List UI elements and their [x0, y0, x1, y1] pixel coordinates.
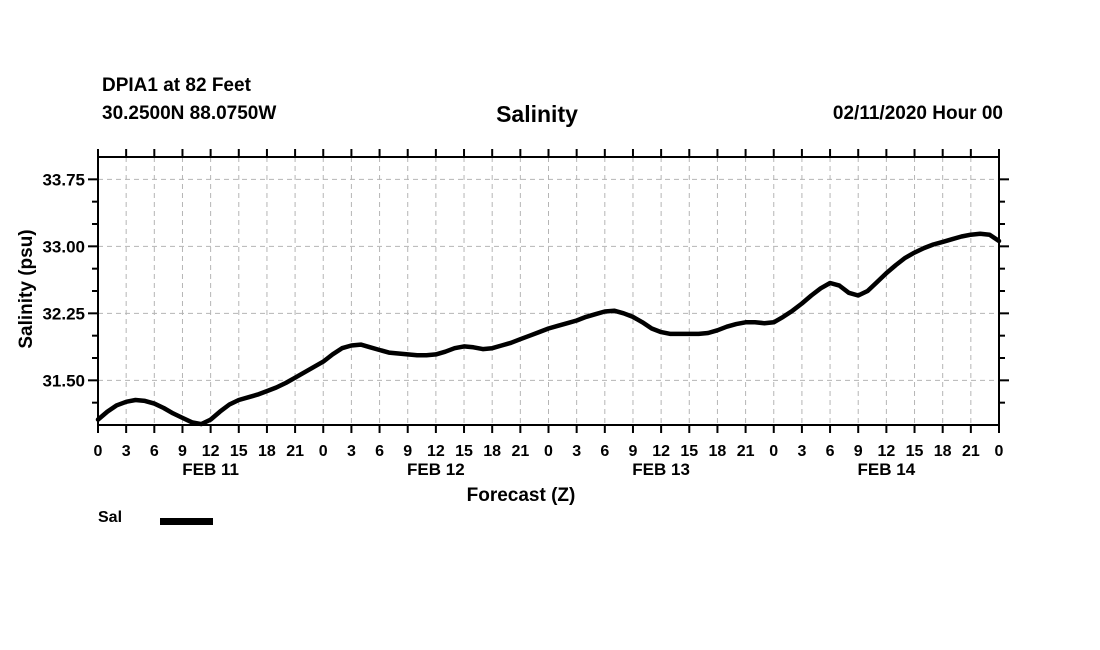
x-tick-label: 18 — [709, 443, 727, 460]
x-tick-label: 9 — [178, 443, 187, 460]
x-tick-label: 3 — [122, 443, 131, 460]
x-tick-label: 12 — [427, 443, 445, 460]
x-tick-label: 12 — [652, 443, 670, 460]
x-tick-label: 0 — [94, 443, 103, 460]
day-label: FEB 13 — [632, 460, 690, 479]
x-tick-label: 15 — [230, 443, 248, 460]
x-tick-label: 12 — [877, 443, 895, 460]
x-tick-label: 15 — [680, 443, 698, 460]
x-tick-label: 15 — [906, 443, 924, 460]
x-tick-label: 15 — [455, 443, 473, 460]
x-tick-label: 9 — [403, 443, 412, 460]
station-coordinates: 30.2500N 88.0750W — [102, 103, 277, 124]
x-tick-label: 21 — [286, 443, 304, 460]
x-tick-label: 9 — [854, 443, 863, 460]
x-tick-label: 6 — [600, 443, 609, 460]
chart-title: Salinity — [496, 101, 578, 127]
x-tick-label: 18 — [934, 443, 952, 460]
x-tick-label: 3 — [797, 443, 806, 460]
x-axis-title: Forecast (Z) — [466, 485, 576, 506]
x-tick-label: 0 — [769, 443, 778, 460]
day-label: FEB 11 — [182, 460, 239, 479]
x-tick-label: 18 — [258, 443, 276, 460]
plot-border — [97, 156, 1000, 426]
x-tick-label: 6 — [375, 443, 384, 460]
y-tick-label: 33.00 — [42, 237, 85, 256]
x-tick-label: 12 — [202, 443, 220, 460]
legend-label: Sal — [98, 509, 123, 526]
legend-line-swatch — [160, 518, 213, 525]
x-tick-label: 3 — [347, 443, 356, 460]
y-tick-label: 31.50 — [42, 371, 85, 390]
day-label: FEB 14 — [858, 460, 916, 479]
y-tick-label: 32.25 — [42, 304, 85, 323]
station-name: DPIA1 at 82 Feet — [102, 75, 251, 96]
x-tick-label: 21 — [962, 443, 980, 460]
x-tick-label: 0 — [544, 443, 553, 460]
x-tick-label: 3 — [572, 443, 581, 460]
y-tick-label: 33.75 — [42, 170, 85, 189]
x-tick-label: 9 — [629, 443, 638, 460]
x-tick-label: 21 — [737, 443, 755, 460]
x-tick-label: 0 — [319, 443, 328, 460]
x-tick-label: 21 — [511, 443, 529, 460]
x-tick-label: 6 — [150, 443, 159, 460]
x-tick-label: 6 — [826, 443, 835, 460]
x-tick-label: 0 — [995, 443, 1004, 460]
salinity-line — [95, 231, 1002, 427]
day-label: FEB 12 — [407, 460, 465, 479]
x-tick-label: 18 — [483, 443, 501, 460]
run-datetime: 02/11/2020 Hour 00 — [832, 103, 1003, 124]
